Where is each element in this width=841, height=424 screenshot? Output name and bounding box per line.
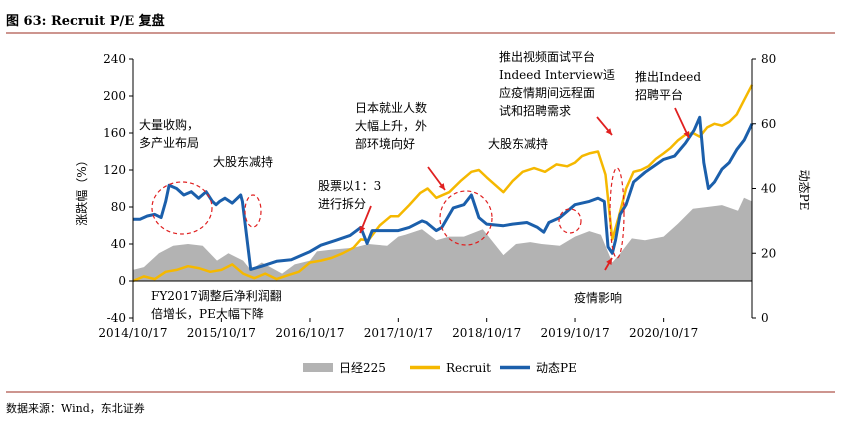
x-tick-label: 2015/10/17 [187,326,256,340]
annotation-marks [151,107,690,271]
y-right-tick-label: 40 [761,182,776,196]
x-tick-label: 2016/10/17 [275,326,344,340]
y-right-tick-label: 60 [761,117,776,131]
annotation-texts: 大量收购，多产业布局大股东减持FY2017调整后净利润翻倍增长，PE大幅下降股票… [139,49,701,321]
y-right-title: 动态PE [797,170,811,211]
legend: 日经225 Recruit 动态PE [303,361,577,375]
annotation-text-line: 招聘平台 [635,87,683,102]
y-left-tick-label: 80 [111,200,126,214]
legend-label-recruit: Recruit [446,361,491,375]
x-tick-label: 2018/10/17 [452,326,521,340]
y-left-tick-label: -40 [107,311,126,325]
annotation-arrowhead [605,128,612,135]
plot-series [132,84,754,283]
annotation-text-line: 大幅上升，外 [355,118,427,133]
y-left-title: 涨跌幅（%） [74,154,89,225]
y-right-tick-label: 0 [761,311,769,325]
annotation-text-line: 倍增长，PE大幅下降 [151,306,264,321]
annotation-text-line: FY2017调整后净利润翻 [151,288,282,303]
y-left-tick-label: 240 [103,52,126,66]
series-area-nikkei [133,197,752,281]
annotation-arrowhead [683,131,690,138]
annotation-text-line: 大股东减持 [488,136,548,151]
annotation-arrowhead [359,226,366,233]
annotation-text-line: 推出视频面试平台 [499,49,595,64]
annotation-arrowhead [606,258,612,265]
annotation-ellipse [439,190,493,246]
annotation-ellipse [558,208,582,234]
axes: -40 0 40 80 120 160 200 240 0 20 40 60 80 2014/10/17 2… [98,52,776,340]
legend-swatch-nikkei [303,363,333,372]
annotation-ellipse [151,181,213,235]
figure-title: 图 63: Recruit P/E 复盘 [6,13,165,29]
y-left-tick-label: 160 [103,126,126,140]
x-tick-label: 2020/10/17 [629,326,698,340]
annotation-text-line: 大股东减持 [213,154,273,169]
annotation-text-line: 试和招聘需求 [499,103,571,118]
annotation-text-line: 多产业布局 [139,136,199,150]
y-left-tick-label: 40 [111,237,126,251]
annotation-text-line: 疫情影响 [574,290,622,305]
annotation-ellipse [609,167,625,259]
y-left-tick-label: 200 [103,89,126,103]
annotation-arrowhead [438,183,445,190]
series-line-recruit [132,84,754,283]
annotation-text-line: 进行拆分 [318,196,366,211]
annotation-text-line: 股票以1：3 [318,179,381,193]
legend-label-nikkei: 日经225 [339,361,386,375]
x-tick-label: 2019/10/17 [540,326,609,340]
annotation-ellipse [244,194,262,228]
x-tick-label: 2017/10/17 [364,326,433,340]
y-right-tick-label: 80 [761,52,776,66]
annotation-text-line: 日本就业人数 [355,100,427,115]
y-right-tick-label: 20 [761,246,776,260]
y-left-tick-label: 0 [118,274,126,288]
annotation-text-line: 部环境向好 [355,136,415,151]
y-left-tick-label: 120 [103,163,126,177]
annotation-text-line: 大量收购， [139,117,199,132]
source-note: 数据来源：Wind，东北证券 [6,401,145,415]
annotation-text-line: 应疫情期间远程面 [499,85,595,100]
annotation-text-line: Indeed Interview适 [499,68,615,82]
x-tick-label: 2014/10/17 [98,326,167,340]
annotation-text-line: 推出Indeed [635,70,701,84]
legend-label-pe: 动态PE [536,361,577,375]
